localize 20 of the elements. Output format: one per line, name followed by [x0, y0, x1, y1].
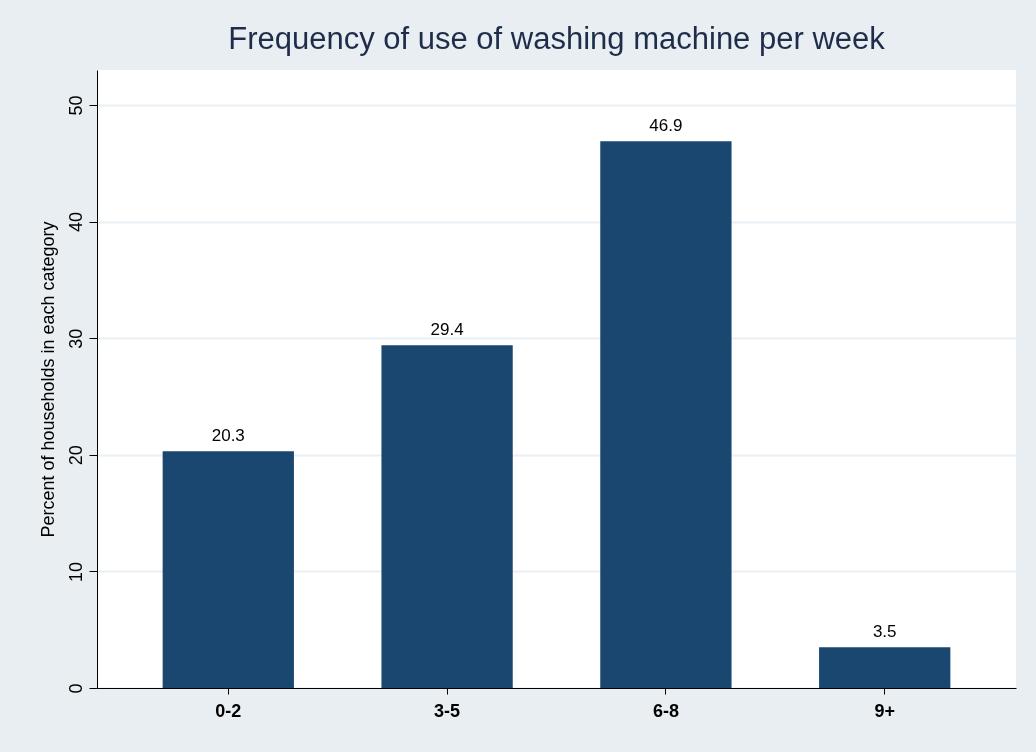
data-label: 29.4 — [430, 320, 464, 340]
bar — [600, 141, 732, 688]
y-tick-label: 30 — [65, 328, 86, 349]
y-tick-label: 50 — [65, 95, 86, 116]
y-tick-label: 20 — [65, 445, 86, 466]
x-tick-label: 9+ — [874, 700, 895, 721]
y-tick-label: 10 — [65, 561, 86, 582]
x-tick-label: 0-2 — [215, 700, 242, 721]
y-tick-label: 40 — [65, 212, 86, 233]
y-tick-label: 0 — [65, 683, 86, 694]
data-label: 46.9 — [649, 116, 683, 136]
data-label: 20.3 — [211, 426, 245, 446]
bar — [819, 647, 951, 688]
bar — [381, 345, 513, 688]
chart-title: Frequency of use of washing machine per week — [228, 21, 886, 56]
data-label: 3.5 — [872, 622, 897, 642]
x-tick-label: 3-5 — [434, 700, 461, 721]
y-axis-title: Percent of households in each category — [37, 221, 58, 538]
bar — [162, 451, 294, 688]
x-tick-label: 6-8 — [652, 700, 679, 721]
